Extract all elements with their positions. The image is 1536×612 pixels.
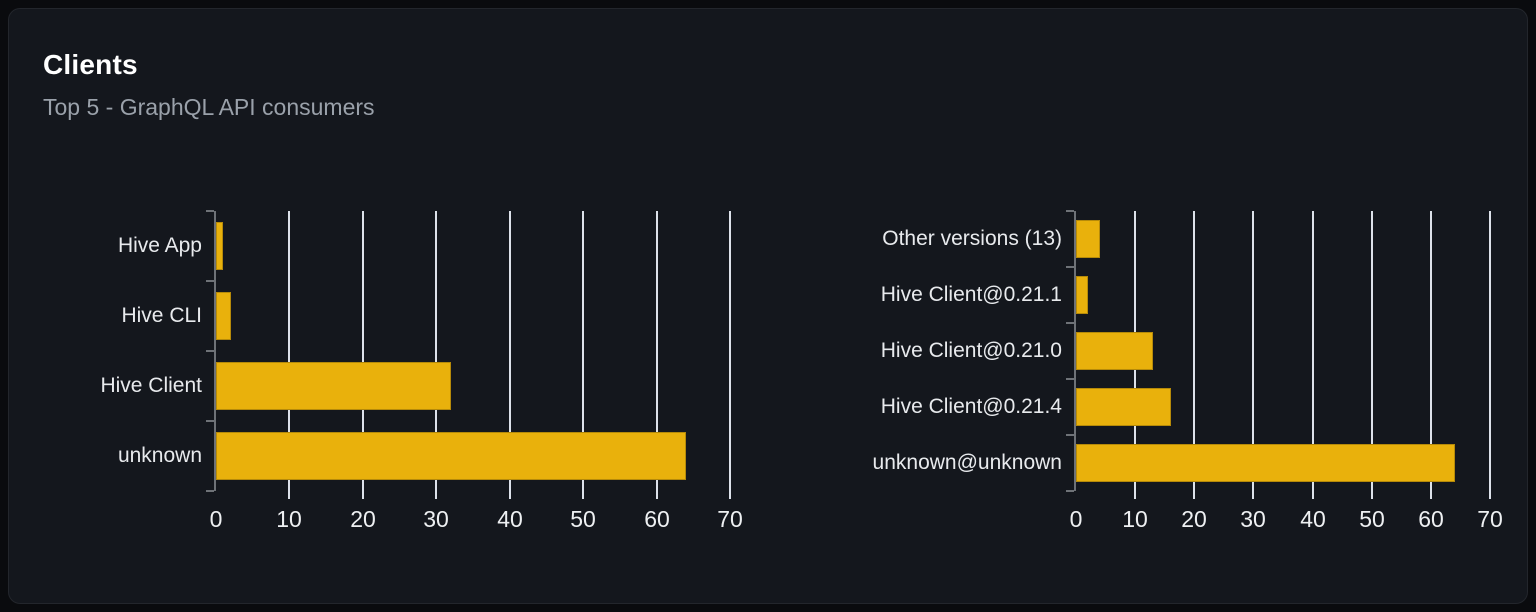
- bar-hive-client-0-21-1[interactable]: [1076, 276, 1088, 314]
- client-versions-bar-chart: 0 10 20 30 40 50 60 70 Other versions (13) Hive C…: [873, 210, 1503, 532]
- y-axis-tick: [1066, 490, 1074, 492]
- category-label: Hive Client: [100, 374, 202, 397]
- bar-hive-app[interactable]: [216, 222, 223, 270]
- y-axis-tick: [206, 350, 214, 352]
- y-axis-tick: [1066, 322, 1074, 324]
- x-axis-tick: [1430, 491, 1432, 499]
- x-tick-label: 0: [209, 506, 223, 532]
- x-axis-tick: [656, 491, 658, 499]
- gridline: [1489, 211, 1491, 491]
- x-axis-tick: [1312, 491, 1314, 499]
- x-tick-label: 70: [1477, 506, 1503, 532]
- x-axis-tick: [1371, 491, 1373, 499]
- y-axis-tick: [1066, 434, 1074, 436]
- x-axis-tick: [582, 491, 584, 499]
- y-axis-tick: [206, 280, 214, 282]
- bar-unknown-unknown[interactable]: [1076, 444, 1455, 482]
- y-axis-tick: [1066, 210, 1074, 212]
- x-tick-label: 60: [1418, 506, 1444, 532]
- bar-hive-cli[interactable]: [216, 292, 231, 340]
- category-label: Hive CLI: [121, 304, 202, 327]
- x-axis-tick: [509, 491, 511, 499]
- x-axis-tick: [1489, 491, 1491, 499]
- bar-hive-client-0-21-0[interactable]: [1076, 332, 1153, 370]
- x-tick-label: 60: [644, 506, 670, 532]
- bar-hive-client-0-21-4[interactable]: [1076, 388, 1171, 426]
- category-label: unknown@unknown: [872, 451, 1062, 474]
- x-tick-label: 50: [570, 506, 596, 532]
- y-axis-tick: [206, 210, 214, 212]
- x-tick-label: 30: [423, 506, 449, 532]
- y-axis-tick: [206, 420, 214, 422]
- x-axis-tick: [288, 491, 290, 499]
- card-subtitle: Top 5 - GraphQL API consumers: [43, 94, 375, 120]
- x-tick-label: 40: [1300, 506, 1326, 532]
- clients-bar-chart: 0 10 20 30 40 50 60 70 Hive App Hive CLI Hive Clie…: [100, 210, 743, 532]
- card-header: Clients Top 5 - GraphQL API consumers: [43, 49, 375, 121]
- clients-card: Clients Top 5 - GraphQL API consumers 0 1…: [8, 8, 1528, 604]
- category-label: Hive Client@0.21.4: [880, 395, 1062, 418]
- gridline: [729, 211, 731, 491]
- category-label: unknown: [117, 444, 202, 467]
- x-axis-tick: [362, 491, 364, 499]
- x-tick-label: 70: [717, 506, 743, 532]
- x-tick-label: 10: [1122, 506, 1148, 532]
- x-tick-label: 30: [1240, 506, 1266, 532]
- x-axis-tick: [729, 491, 731, 499]
- bar-hive-client[interactable]: [216, 362, 451, 410]
- x-tick-label: 10: [276, 506, 302, 532]
- y-axis-tick: [1066, 378, 1074, 380]
- x-axis-tick: [1252, 491, 1254, 499]
- x-tick-label: 20: [350, 506, 376, 532]
- category-label: Other versions (13): [882, 227, 1062, 250]
- x-tick-label: 0: [1069, 506, 1083, 532]
- bar-other-versions-13-[interactable]: [1076, 220, 1100, 258]
- x-axis-tick: [1193, 491, 1195, 499]
- y-axis-tick: [1066, 266, 1074, 268]
- category-label: Hive Client@0.21.1: [880, 283, 1062, 306]
- category-label: Hive App: [117, 234, 202, 257]
- x-tick-label: 20: [1181, 506, 1207, 532]
- x-tick-label: 40: [497, 506, 523, 532]
- card-title: Clients: [43, 49, 138, 80]
- x-axis-tick: [1134, 491, 1136, 499]
- y-axis-tick: [206, 490, 214, 492]
- category-label: Hive Client@0.21.0: [880, 339, 1062, 362]
- bar-unknown[interactable]: [216, 432, 686, 480]
- x-tick-label: 50: [1359, 506, 1385, 532]
- x-axis-tick: [435, 491, 437, 499]
